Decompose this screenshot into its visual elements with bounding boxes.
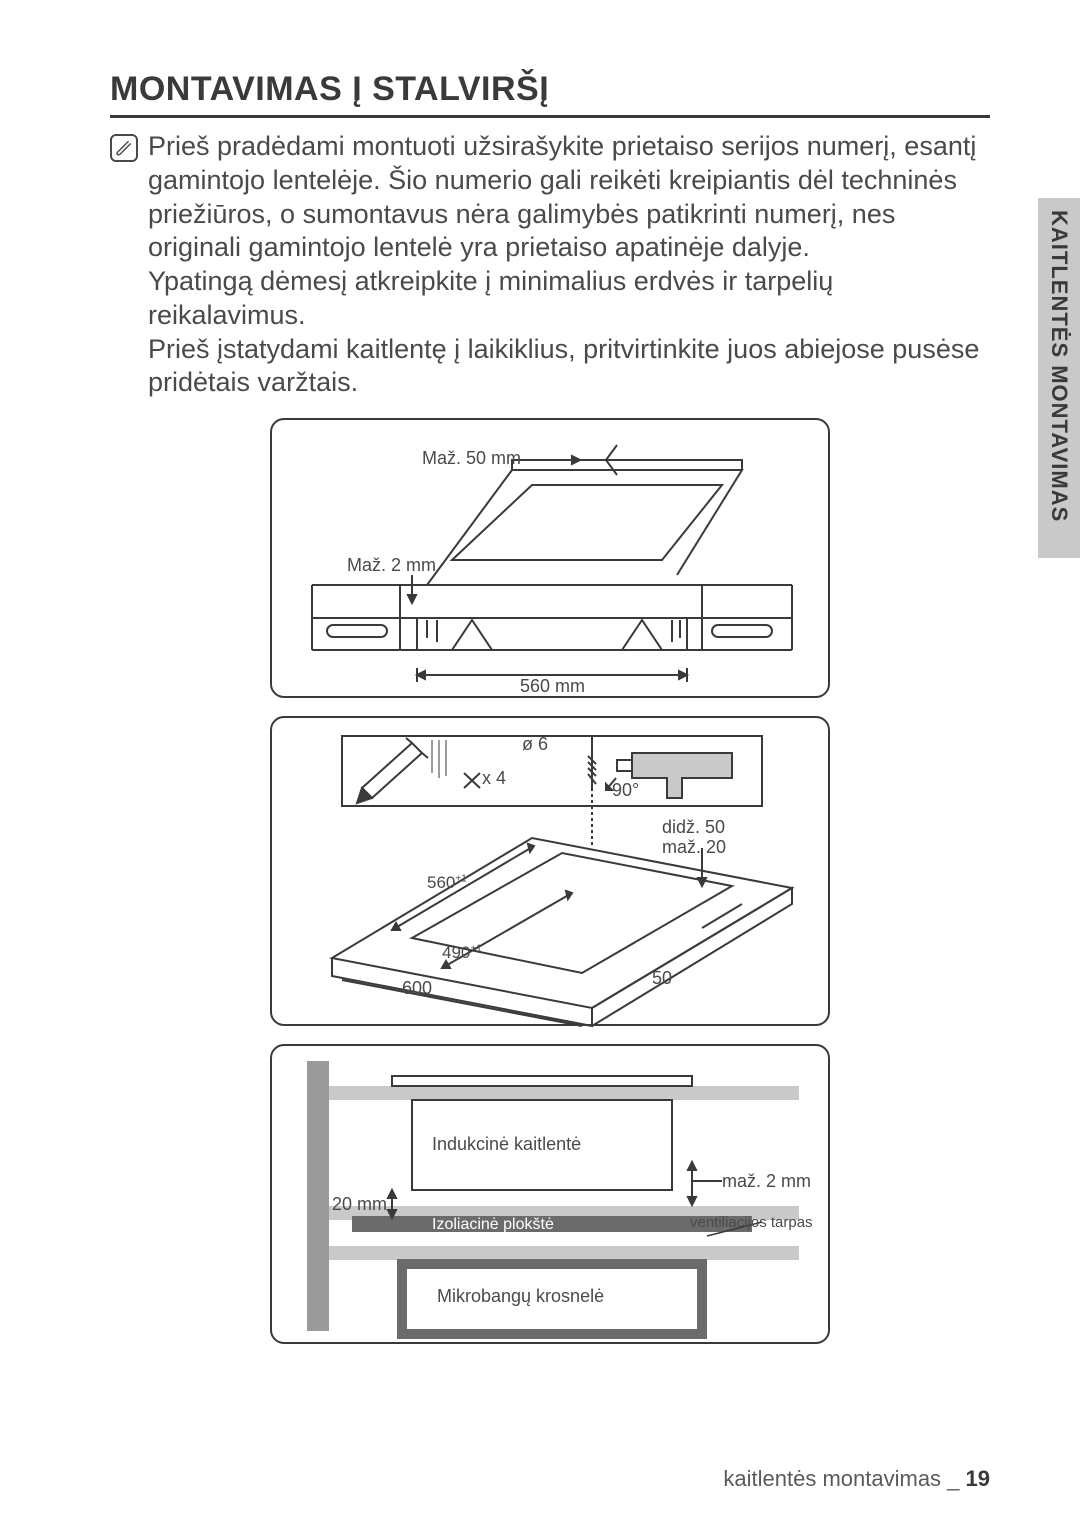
fig1-560: 560 mm [520,676,585,697]
note-p3: Prieš įstatydami kaitlentę į laikiklius,… [148,334,979,398]
page-footer: kaitlentės montavimas _ 19 [723,1466,990,1492]
footer-text: kaitlentės montavimas _ [723,1466,965,1491]
fig2-600: 600 [402,978,432,999]
figure-2: ø 6 x 4 90° 560+1 490+1 600 50 didž. 50 … [270,716,830,1026]
note-text: Prieš pradėdami montuoti užsirašykite pr… [148,130,990,400]
fig3-20: 20 mm [332,1194,387,1215]
fig2-x4: x 4 [482,768,506,789]
fig2-50: 50 [652,968,672,989]
note-p2: Ypatingą dėmesį atkreipkite į minimalius… [148,266,833,330]
fig3-vent: ventiliacijos tarpas [690,1214,813,1231]
fig3-micro: Mikrobangų krosnelė [437,1286,604,1307]
fig2-maxmin: didž. 50 maž. 20 [662,818,726,858]
fig3-hob: Indukcinė kaitlentė [432,1134,581,1155]
fig1-min2: Maž. 2 mm [347,555,436,576]
footer-page: 19 [966,1466,990,1491]
sidebar-tab: KAITLENTĖS MONTAVIMAS [1038,198,1080,558]
note-block: Prieš pradėdami montuoti užsirašykite pr… [110,130,990,400]
fig1-min50: Maž. 50 mm [422,448,521,469]
note-p1: Prieš pradėdami montuoti užsirašykite pr… [148,131,976,262]
fig3-min2: maž. 2 mm [722,1171,811,1192]
figure-3: Indukcinė kaitlentė maž. 2 mm 20 mm Izol… [270,1044,830,1344]
fig3-insul: Izoliacinė plokštė [432,1216,554,1234]
fig2-d6: ø 6 [522,734,548,755]
page-title: MONTAVIMAS Į STALVIRŠĮ [110,70,990,118]
fig2-490: 490+1 [442,943,482,963]
fig2-560: 560+1 [427,873,467,893]
fig2-90: 90° [612,780,639,801]
figure-1: Maž. 50 mm Maž. 2 mm 560 mm [270,418,830,698]
sidebar-label: KAITLENTĖS MONTAVIMAS [1046,210,1072,522]
note-icon [110,134,138,162]
